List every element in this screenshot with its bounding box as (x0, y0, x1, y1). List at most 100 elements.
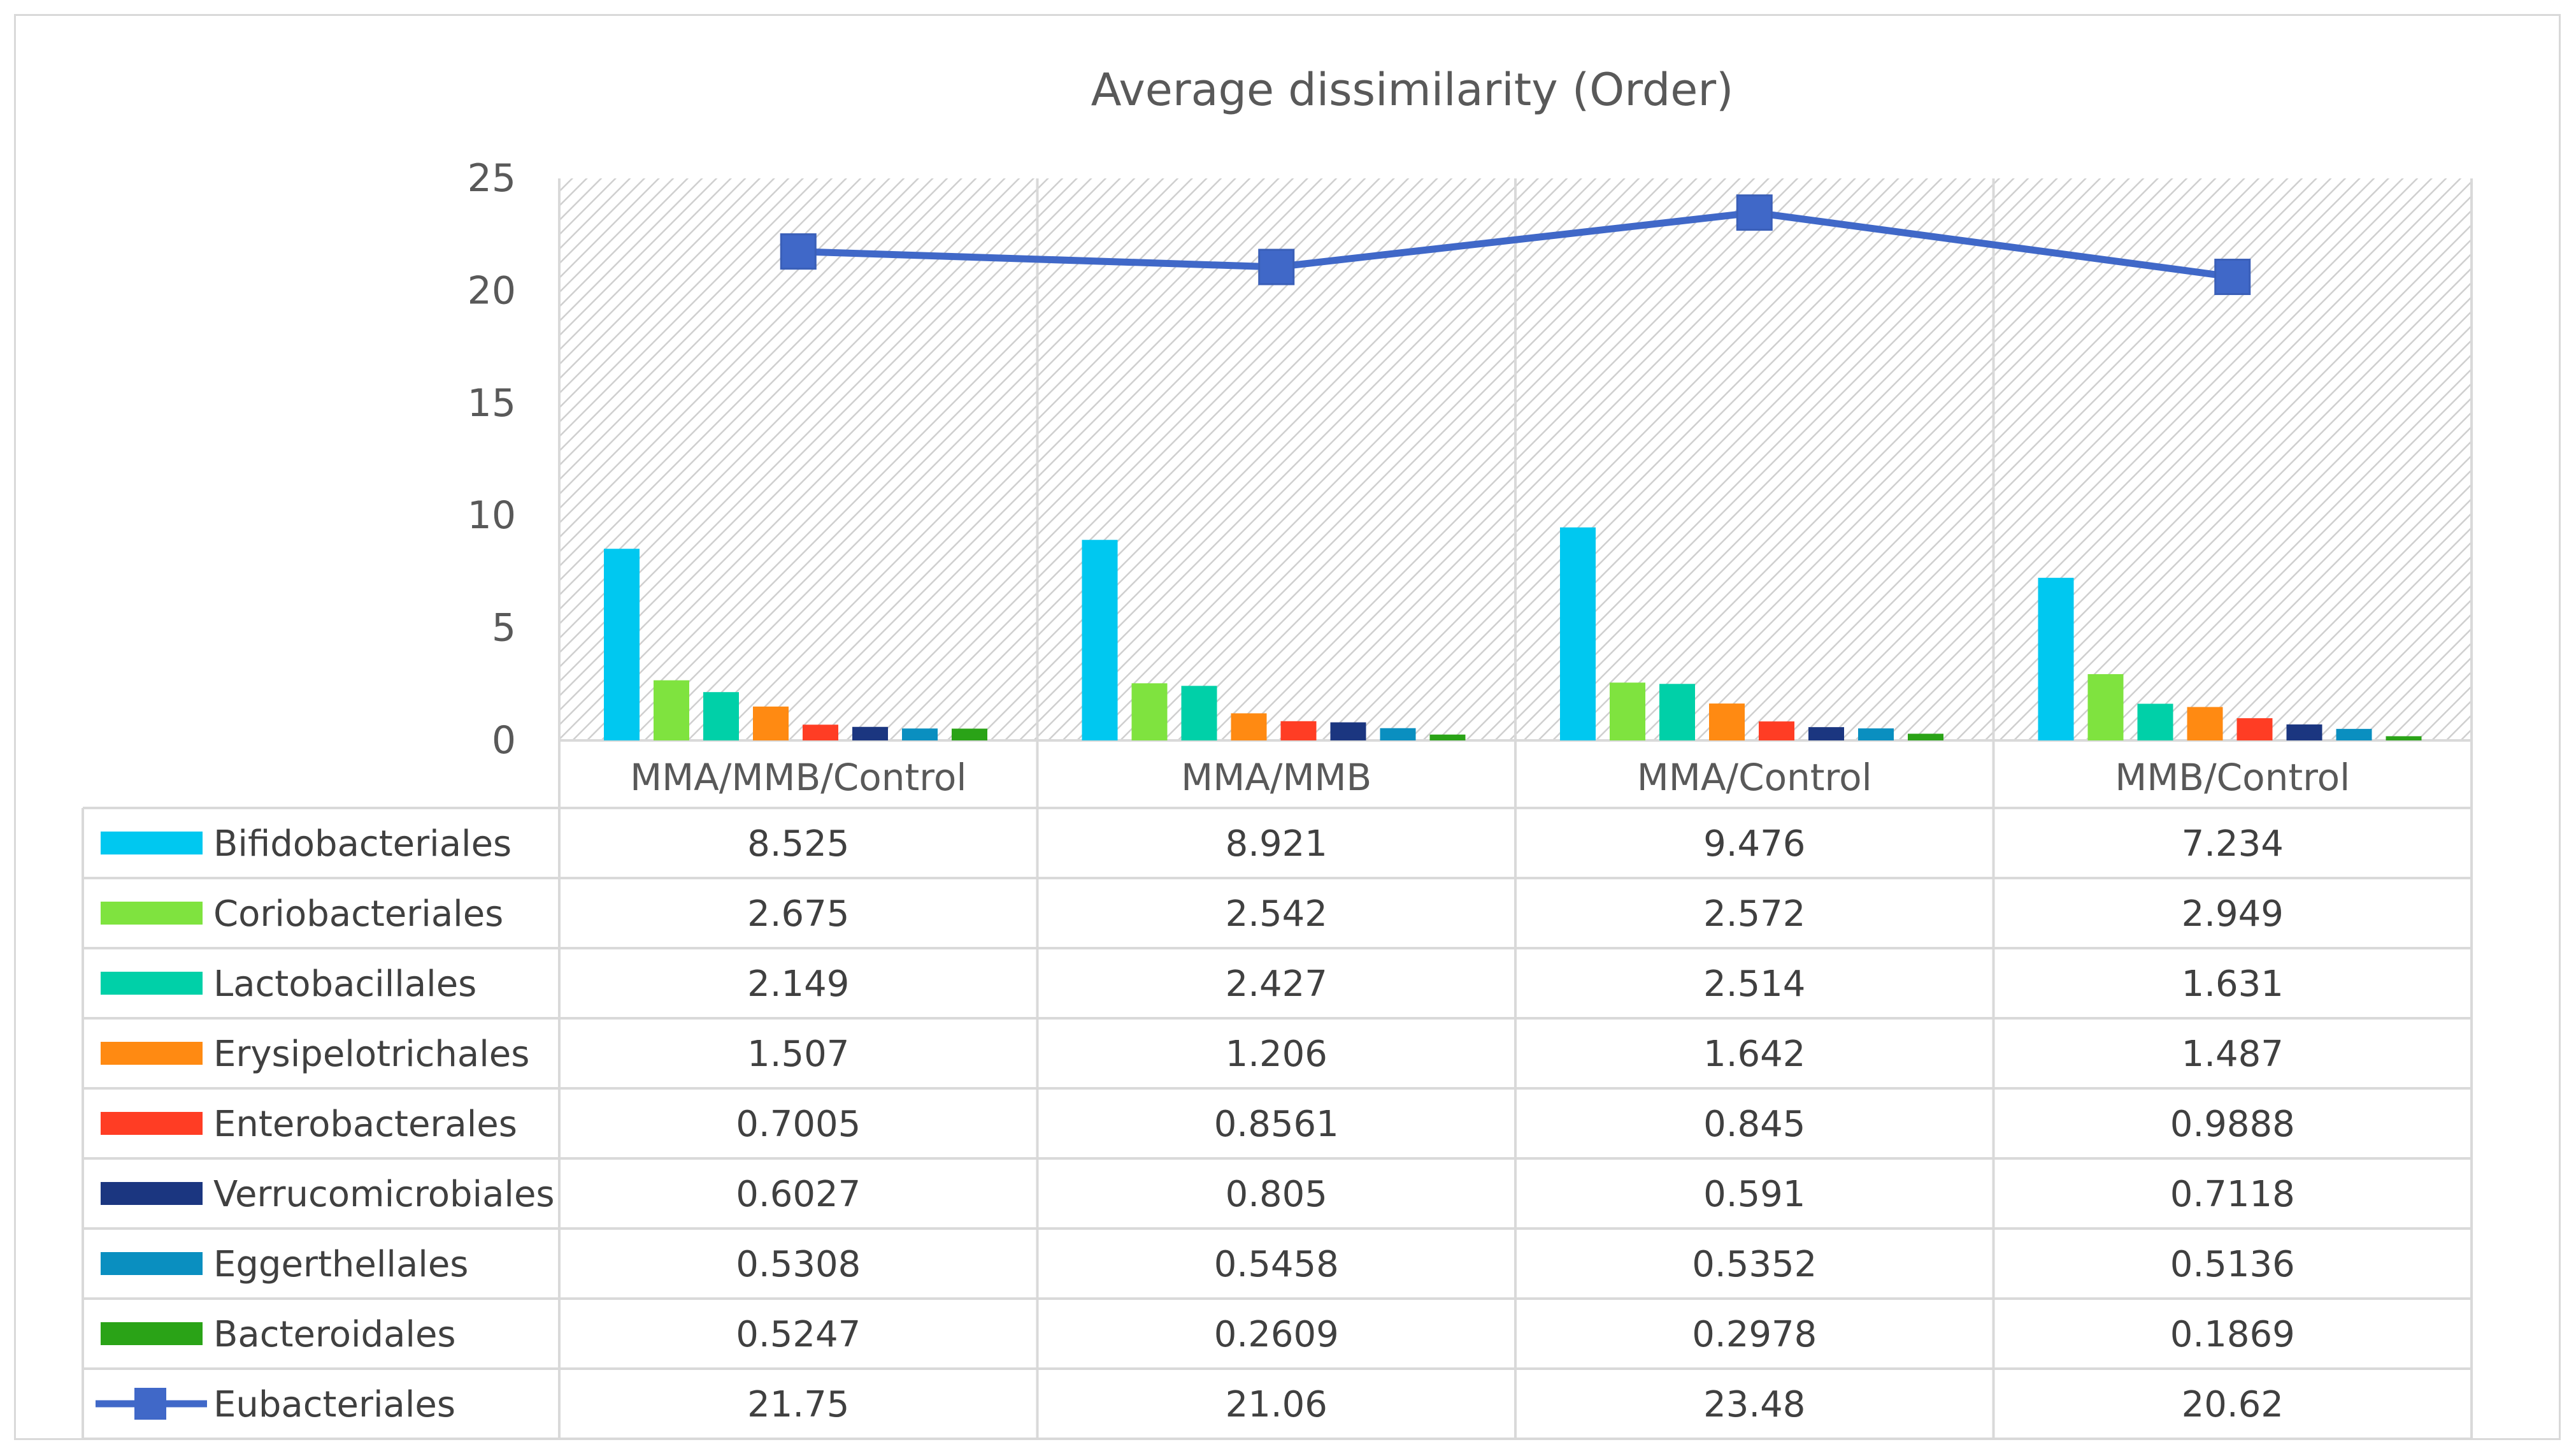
bar-erysipelotrichales (1709, 703, 1745, 740)
bar-bacteroidales (1908, 733, 1943, 740)
bar-bacteroidales (1429, 734, 1466, 740)
bar-bifidobacteriales (604, 549, 640, 740)
table-cell-bacteroidales: 0.2609 (1214, 1314, 1339, 1355)
bar-verrucomicrobiales (2286, 724, 2322, 740)
bar-verrucomicrobiales (1808, 727, 1844, 740)
legend-key-erysipelotrichales (101, 1042, 203, 1065)
legend-label-coriobacteriales: Coriobacteriales (213, 893, 503, 935)
y-tick-label: 25 (468, 156, 516, 201)
bar-erysipelotrichales (1231, 713, 1267, 740)
table-cell-verrucomicrobiales: 0.591 (1703, 1174, 1805, 1215)
bar-eggerthellales (1380, 728, 1416, 740)
table-cell-coriobacteriales: 2.949 (2182, 893, 2284, 935)
legend-label-eggerthellales: Eggerthellales (213, 1244, 468, 1285)
table-cell-lactobacillales: 2.514 (1703, 963, 1805, 1005)
y-tick-label: 15 (468, 381, 516, 426)
table-cell-verrucomicrobiales: 0.6027 (736, 1174, 861, 1215)
bar-lactobacillales (1659, 684, 1695, 740)
legend-label-eubacteriales: Eubacteriales (213, 1384, 455, 1425)
legend-key-coriobacteriales (101, 902, 203, 925)
y-tick-label: 10 (468, 493, 516, 538)
category-label: MMB/Control (2115, 756, 2350, 799)
line-marker-eubacteriales (1258, 249, 1295, 285)
bar-verrucomicrobiales (1330, 722, 1366, 740)
legend-label-erysipelotrichales: Erysipelotrichales (213, 1034, 529, 1075)
bar-bacteroidales (2386, 736, 2422, 740)
table-cell-bacteroidales: 0.5247 (736, 1314, 861, 1355)
table-cell-eggerthellales: 0.5352 (1692, 1244, 1817, 1285)
bar-bifidobacteriales (1082, 540, 1118, 740)
legend-key-bacteroidales (101, 1322, 203, 1345)
bar-erysipelotrichales (2187, 707, 2223, 740)
bar-lactobacillales (2137, 703, 2173, 740)
table-cell-eubacteriales: 21.75 (747, 1384, 849, 1425)
line-marker-eubacteriales (1736, 194, 1773, 231)
bar-coriobacteriales (2087, 674, 2124, 740)
table-cell-enterobacterales: 0.7005 (736, 1104, 861, 1145)
table-cell-enterobacterales: 0.845 (1703, 1104, 1805, 1145)
legend-label-bifidobacteriales: Bifidobacteriales (213, 823, 512, 865)
bar-verrucomicrobiales (852, 726, 888, 740)
data-table: MMA/MMB/Control MMA/MMB MMA/Control MMB/Con… (82, 740, 2473, 1440)
bar-lactobacillales (703, 692, 739, 740)
bar-erysipelotrichales (753, 706, 789, 740)
table-cell-lactobacillales: 1.631 (2182, 963, 2284, 1005)
table-cell-bifidobacteriales: 8.525 (747, 823, 849, 865)
category-label: MMA/MMB (1181, 756, 1371, 799)
y-tick-label: 5 (492, 606, 516, 651)
legend-label-bacteroidales: Bacteroidales (213, 1314, 456, 1355)
bar-lactobacillales (1181, 686, 1217, 740)
table-cell-eggerthellales: 0.5458 (1214, 1244, 1339, 1285)
category-label: MMA/Control (1637, 756, 1872, 799)
table-cell-bifidobacteriales: 7.234 (2182, 823, 2284, 865)
legend-key-marker-eubacteriales (134, 1388, 166, 1420)
bar-enterobacterales (1759, 721, 1794, 740)
line-marker-eubacteriales (2214, 259, 2251, 296)
legend-key-lactobacillales (101, 972, 203, 995)
bar-bifidobacteriales (2038, 577, 2074, 740)
legend-key-bifidobacteriales (101, 832, 203, 854)
y-tick-label: 20 (468, 268, 516, 313)
line-eubacteriales (798, 209, 2233, 280)
table-cell-bacteroidales: 0.1869 (2170, 1314, 2295, 1355)
legend-label-verrucomicrobiales: Verrucomicrobiales (213, 1174, 555, 1215)
table-cell-lactobacillales: 2.149 (747, 963, 849, 1005)
chart-title: Average dissimilarity (Order) (1091, 64, 1734, 116)
table-cell-eggerthellales: 0.5308 (736, 1244, 861, 1285)
table-cell-coriobacteriales: 2.542 (1226, 893, 1327, 935)
legend-key-eggerthellales (101, 1252, 203, 1275)
bar-enterobacterales (803, 724, 838, 740)
table-cell-coriobacteriales: 2.572 (1703, 893, 1805, 935)
table-cell-erysipelotrichales: 1.507 (747, 1034, 849, 1075)
legend-key-verrucomicrobiales (101, 1182, 203, 1205)
table-cell-bacteroidales: 0.2978 (1692, 1314, 1817, 1355)
legend-label-enterobacterales: Enterobacterales (213, 1104, 517, 1145)
table-cell-verrucomicrobiales: 0.7118 (2170, 1174, 2295, 1215)
bar-coriobacteriales (1610, 682, 1645, 740)
y-tick-label: 0 (492, 718, 516, 763)
table-cell-eggerthellales: 0.5136 (2170, 1244, 2295, 1285)
table-cell-eubacteriales: 21.06 (1226, 1384, 1327, 1425)
table-cell-coriobacteriales: 2.675 (747, 893, 849, 935)
bar-coriobacteriales (654, 680, 689, 740)
category-label: MMA/MMB/Control (630, 756, 966, 799)
table-cell-bifidobacteriales: 8.921 (1226, 823, 1327, 865)
bar-bifidobacteriales (1560, 527, 1596, 740)
table-cell-erysipelotrichales: 1.206 (1226, 1034, 1327, 1075)
table-cell-eubacteriales: 20.62 (2182, 1384, 2284, 1425)
bar-bacteroidales (952, 728, 987, 740)
table-cell-erysipelotrichales: 1.642 (1703, 1034, 1805, 1075)
table-cell-lactobacillales: 2.427 (1226, 963, 1327, 1005)
legend-label-lactobacillales: Lactobacillales (213, 963, 476, 1005)
table-cell-eubacteriales: 23.48 (1703, 1384, 1805, 1425)
legend-key-enterobacterales (101, 1112, 203, 1135)
table-cell-erysipelotrichales: 1.487 (2182, 1034, 2284, 1075)
bar-enterobacterales (1280, 721, 1317, 740)
table-cell-verrucomicrobiales: 0.805 (1226, 1174, 1327, 1215)
bar-eggerthellales (1858, 728, 1894, 740)
bar-coriobacteriales (1131, 683, 1168, 740)
plot-area: 0 5 10 15 20 25 (468, 156, 2473, 763)
table-cell-enterobacterales: 0.8561 (1214, 1104, 1339, 1145)
table-cell-bifidobacteriales: 9.476 (1703, 823, 1805, 865)
